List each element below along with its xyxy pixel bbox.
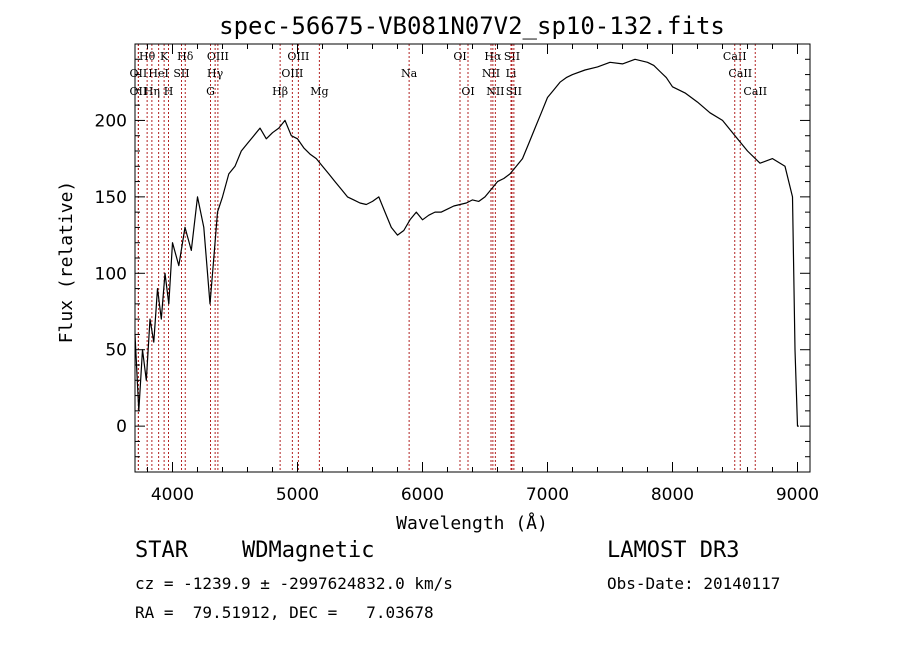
- line-label-5: Hη: [144, 85, 160, 98]
- plot-frame: [134, 43, 811, 473]
- line-label-15: Mg: [310, 85, 328, 98]
- x-tick-label-1: 5000: [276, 485, 319, 505]
- spectrum-series: [134, 58, 799, 427]
- line-label-20: NII: [482, 67, 500, 80]
- y-tick-label-0: 0: [116, 417, 127, 437]
- line-label-19: Hα: [484, 50, 502, 63]
- axes: 4000 5000 6000 7000 8000 9000 0 50 100 150 200: [95, 43, 819, 505]
- line-label-8: H: [164, 85, 174, 98]
- line-label-12: OIII: [287, 50, 309, 63]
- x-tick-label-3: 7000: [526, 485, 569, 505]
- y-axis-label: Flux (relative): [56, 181, 77, 344]
- y-tick-label-4: 200: [95, 111, 127, 131]
- y-tick-label-2: 100: [95, 264, 127, 284]
- survey-name: LAMOST DR3: [607, 538, 740, 563]
- line-label-0: Hθ: [139, 50, 156, 63]
- coordinates: RA = 79.51912, DEC = 7.03678: [135, 603, 434, 622]
- obs-date: Obs-Date: 20140117: [607, 574, 781, 593]
- line-label-3: K: [160, 50, 169, 63]
- x-tick-label-0: 4000: [151, 485, 194, 505]
- y-tick-label-3: 150: [95, 188, 127, 208]
- object-subclass: WDMagnetic: [242, 538, 375, 563]
- line-label-21: NII: [486, 85, 504, 98]
- x-tick-label-4: 8000: [651, 485, 694, 505]
- line-label-9: OIII: [207, 50, 229, 63]
- line-label-23: Li: [506, 67, 517, 80]
- x-axis-label: Wavelength (Å): [396, 512, 548, 534]
- line-label-27: CaII: [743, 85, 767, 98]
- y-tick-label-1: 50: [105, 341, 127, 361]
- line-label-22: SII: [504, 50, 520, 63]
- redshift-readout: cz = -1239.9 ± -2997624832.0 km/s: [135, 574, 453, 593]
- line-label-26: CaII: [728, 67, 752, 80]
- x-tick-label-5: 9000: [776, 485, 819, 505]
- line-label-16: Na: [401, 67, 418, 80]
- object-class: STAR: [135, 538, 188, 563]
- line-label-18: OI: [461, 85, 474, 98]
- line-label-4: HeI: [148, 67, 168, 80]
- line-label-2: OII: [130, 85, 148, 98]
- x-tick-label-2: 6000: [401, 485, 444, 505]
- line-label-14: Hβ: [272, 85, 288, 98]
- line-label-13: OIII: [281, 67, 303, 80]
- line-label-24: SII: [506, 85, 522, 98]
- line-label-7: SII: [173, 67, 189, 80]
- spectrum-line: [134, 58, 799, 427]
- chart-title: spec-56675-VB081N07V2_sp10-132.fits: [219, 12, 725, 40]
- line-label-6: Hδ: [177, 50, 194, 63]
- line-label-25: CaII: [723, 50, 747, 63]
- line-label-11: G: [206, 85, 215, 98]
- line-label-17: OI: [453, 50, 466, 63]
- line-label-10: Hγ: [207, 67, 224, 80]
